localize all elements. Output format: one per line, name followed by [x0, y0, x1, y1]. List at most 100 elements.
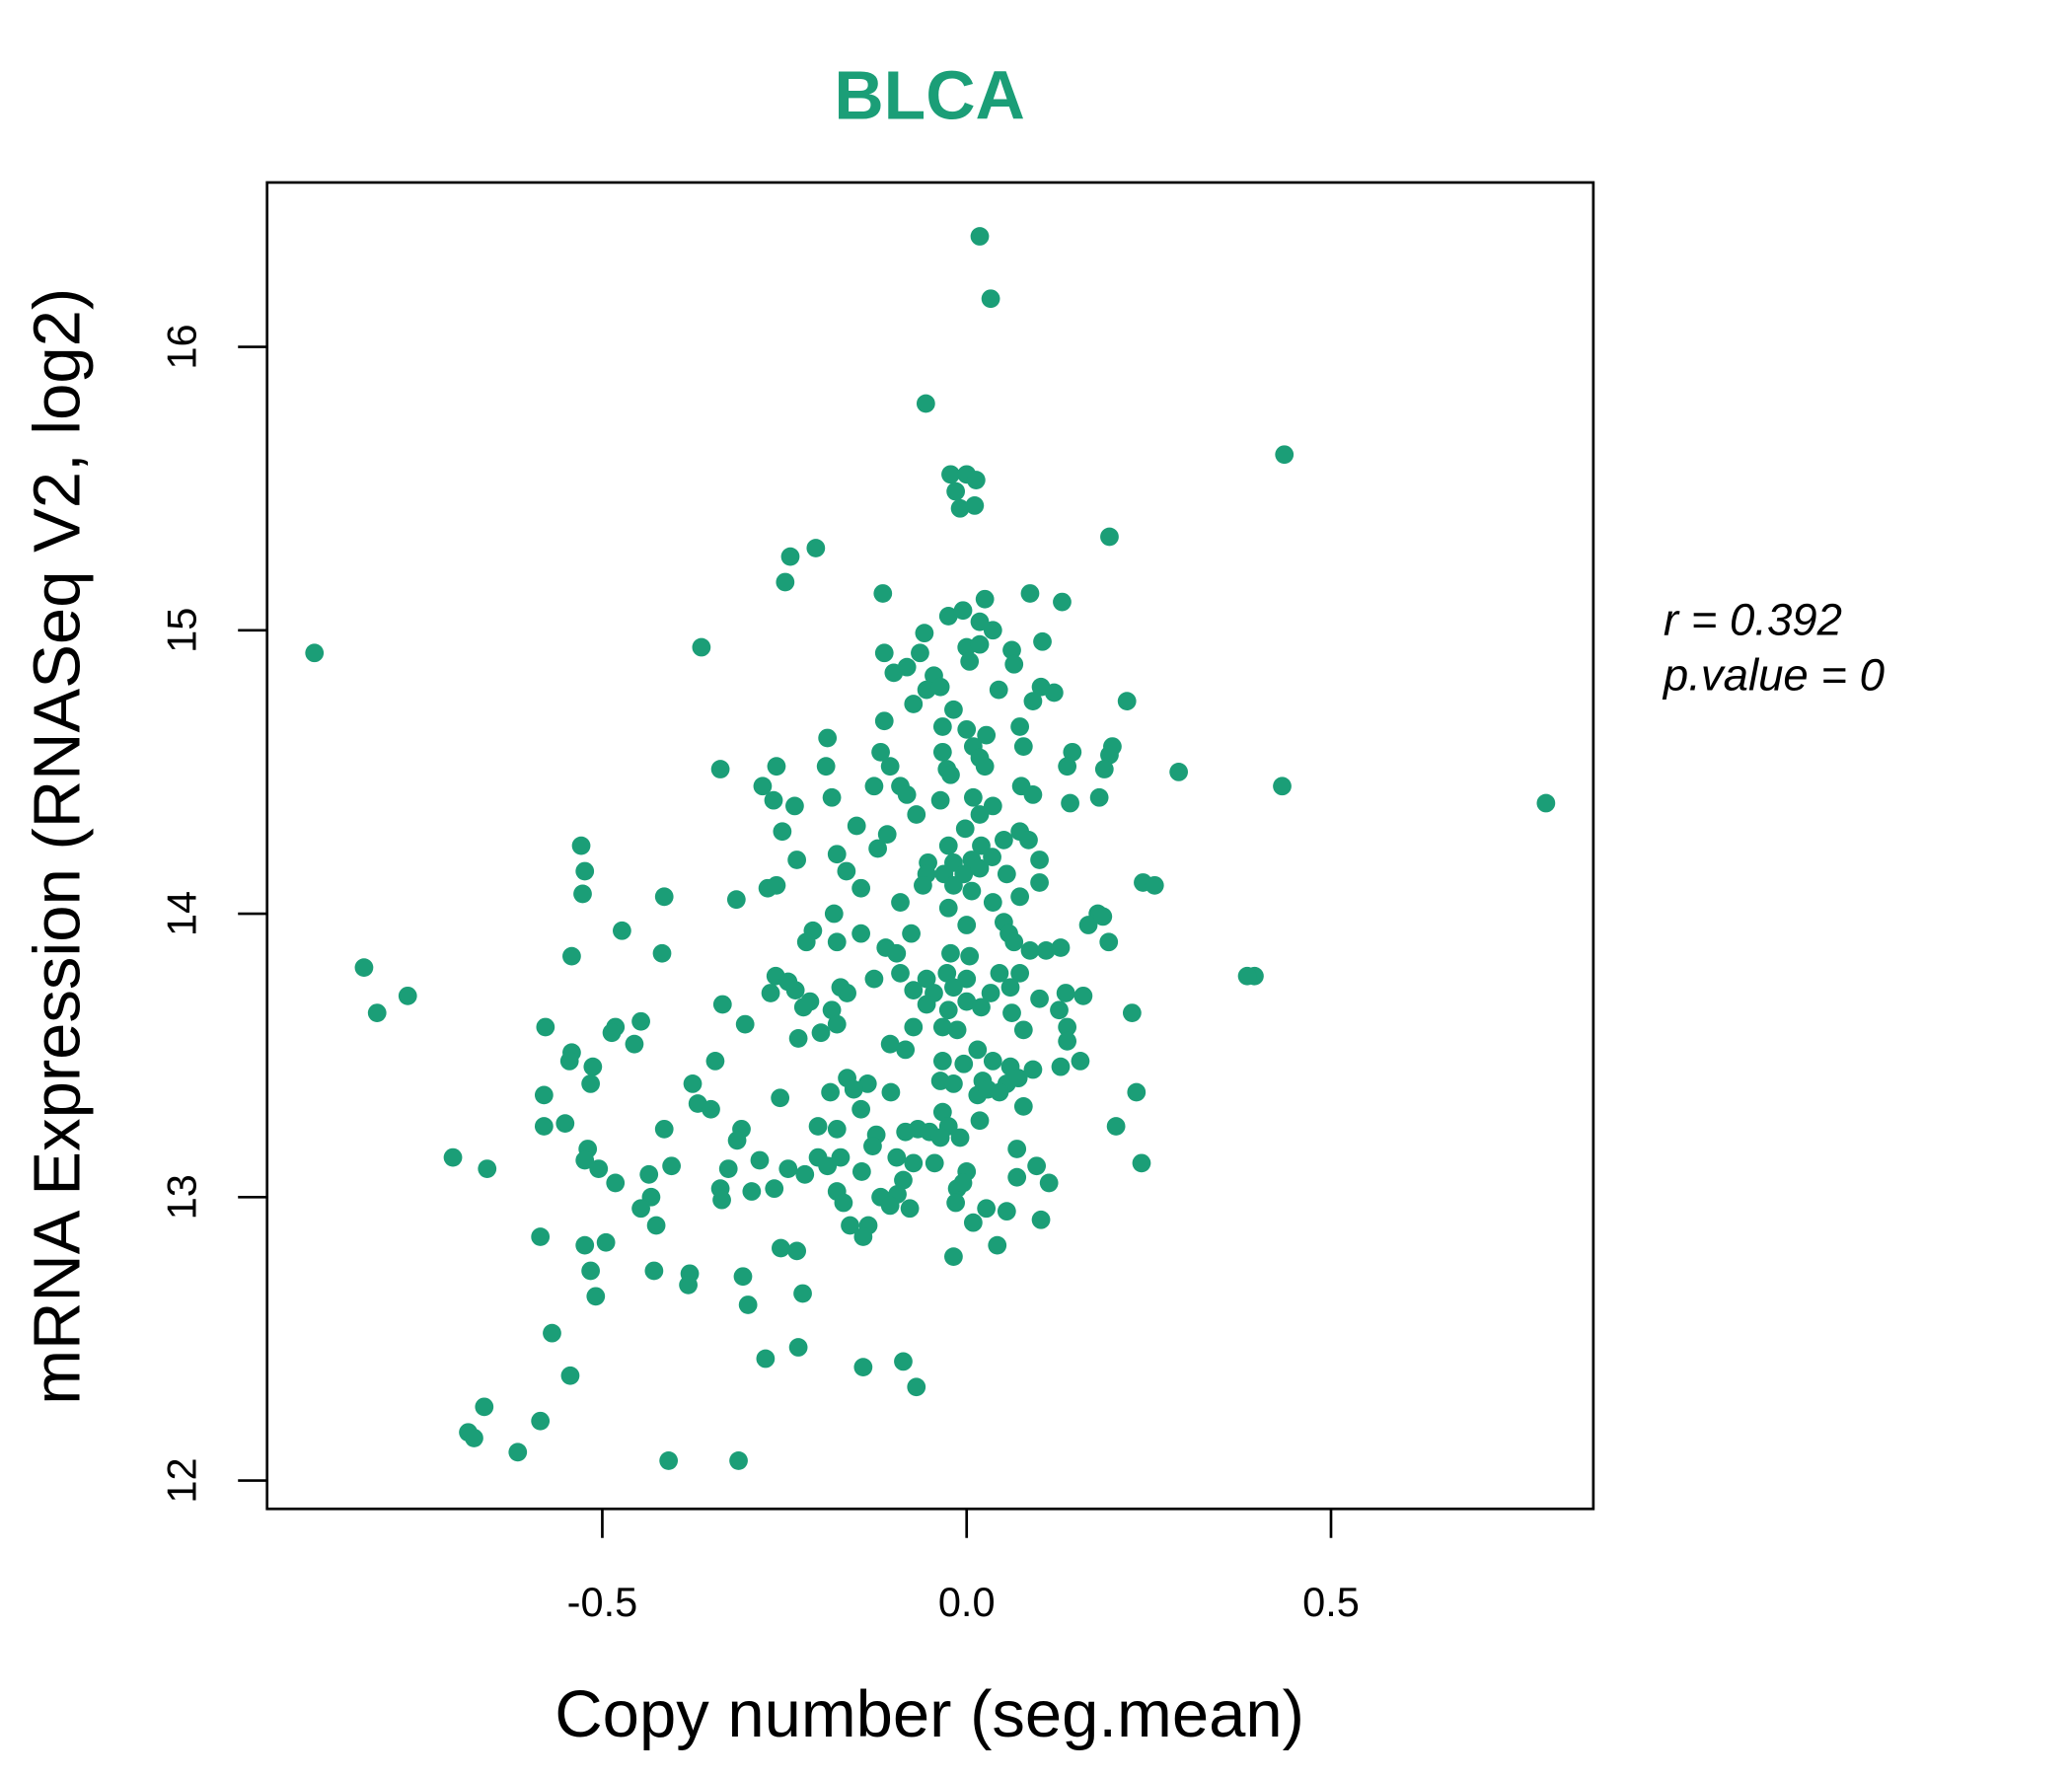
data-point	[776, 572, 795, 592]
data-point	[1008, 1069, 1028, 1088]
data-point	[897, 785, 917, 804]
data-point	[1145, 875, 1164, 895]
data-point	[851, 1162, 871, 1181]
data-point	[877, 825, 897, 845]
data-point	[834, 1193, 853, 1213]
data-point	[659, 1451, 679, 1470]
data-point	[930, 1128, 950, 1147]
data-point	[575, 1235, 595, 1255]
data-point	[970, 227, 990, 246]
data-point	[571, 836, 591, 855]
x-tick-label: 0.0	[938, 1579, 996, 1625]
data-point	[652, 943, 672, 963]
data-point	[841, 1216, 859, 1235]
data-point	[586, 1287, 606, 1306]
data-point	[864, 969, 884, 989]
data-point	[844, 1079, 863, 1099]
data-point	[631, 1199, 650, 1219]
data-point	[911, 643, 929, 663]
data-point	[1002, 1003, 1021, 1022]
data-point	[925, 1153, 944, 1173]
y-tick-label: 13	[158, 1174, 204, 1220]
data-point	[773, 822, 792, 842]
data-point	[938, 1000, 958, 1020]
data-point	[646, 1216, 666, 1235]
data-point	[811, 1023, 831, 1043]
y-tick-label: 15	[158, 608, 204, 653]
data-point	[822, 1000, 842, 1020]
data-point	[902, 924, 921, 943]
data-point	[944, 875, 963, 895]
data-point	[1039, 1173, 1059, 1193]
data-point	[1023, 1060, 1043, 1079]
data-point	[788, 1029, 808, 1048]
data-point	[818, 728, 838, 748]
data-point	[654, 1119, 674, 1139]
data-point	[1023, 785, 1043, 804]
data-point	[1100, 527, 1119, 547]
data-point	[970, 805, 990, 824]
data-point	[990, 963, 1009, 983]
data-point	[1127, 1082, 1147, 1102]
data-point	[1106, 1117, 1126, 1136]
data-point	[1237, 966, 1257, 986]
data-point	[851, 878, 871, 898]
data-point	[975, 589, 995, 609]
data-point	[957, 992, 977, 1011]
data-point	[944, 700, 963, 719]
data-point	[583, 1057, 603, 1076]
data-point	[891, 963, 910, 983]
data-point	[1071, 1052, 1090, 1071]
data-point	[750, 1150, 770, 1170]
data-point	[662, 1156, 681, 1176]
data-point	[1132, 1153, 1151, 1173]
data-point	[806, 539, 826, 557]
x-axis-label: Copy number (seg.mean)	[555, 1677, 1304, 1751]
data-point	[944, 1247, 963, 1266]
data-point	[712, 1190, 731, 1210]
data-point	[946, 481, 966, 501]
p-value: p.value = 0	[1662, 650, 1885, 701]
data-point	[1020, 584, 1040, 603]
data-point	[989, 680, 1008, 700]
data-point	[1099, 932, 1119, 952]
data-point	[957, 719, 977, 739]
data-point	[896, 1040, 916, 1060]
data-point	[988, 1235, 1007, 1255]
data-point	[1030, 851, 1049, 869]
data-point	[851, 924, 871, 943]
data-point	[771, 1088, 790, 1108]
data-point	[1536, 793, 1556, 813]
data-point	[1053, 592, 1072, 612]
data-point	[1013, 1020, 1033, 1040]
data-point	[868, 839, 887, 858]
data-point	[837, 861, 856, 881]
data-point	[970, 612, 990, 631]
data-point	[1044, 683, 1064, 703]
data-point	[914, 875, 932, 895]
data-point	[946, 1193, 966, 1213]
data-point	[894, 1170, 913, 1190]
data-point	[977, 1199, 997, 1219]
data-point	[1050, 1000, 1069, 1020]
data-point	[891, 893, 910, 912]
data-point	[857, 1074, 877, 1093]
data-point	[880, 757, 900, 777]
data-point	[1051, 1057, 1071, 1076]
data-point	[963, 787, 983, 807]
data-point	[1058, 1017, 1077, 1037]
data-point	[555, 1114, 575, 1133]
data-point	[827, 1014, 847, 1034]
data-point	[767, 875, 786, 895]
data-point	[793, 1284, 812, 1303]
data-point	[1063, 742, 1082, 762]
data-point	[531, 1411, 551, 1431]
data-point	[847, 816, 866, 836]
data-point	[1010, 887, 1030, 907]
data-point	[475, 1397, 494, 1417]
data-point	[1036, 941, 1056, 960]
data-point	[654, 887, 674, 907]
data-point	[904, 981, 924, 999]
data-point	[305, 643, 325, 663]
data-point	[742, 1182, 762, 1201]
